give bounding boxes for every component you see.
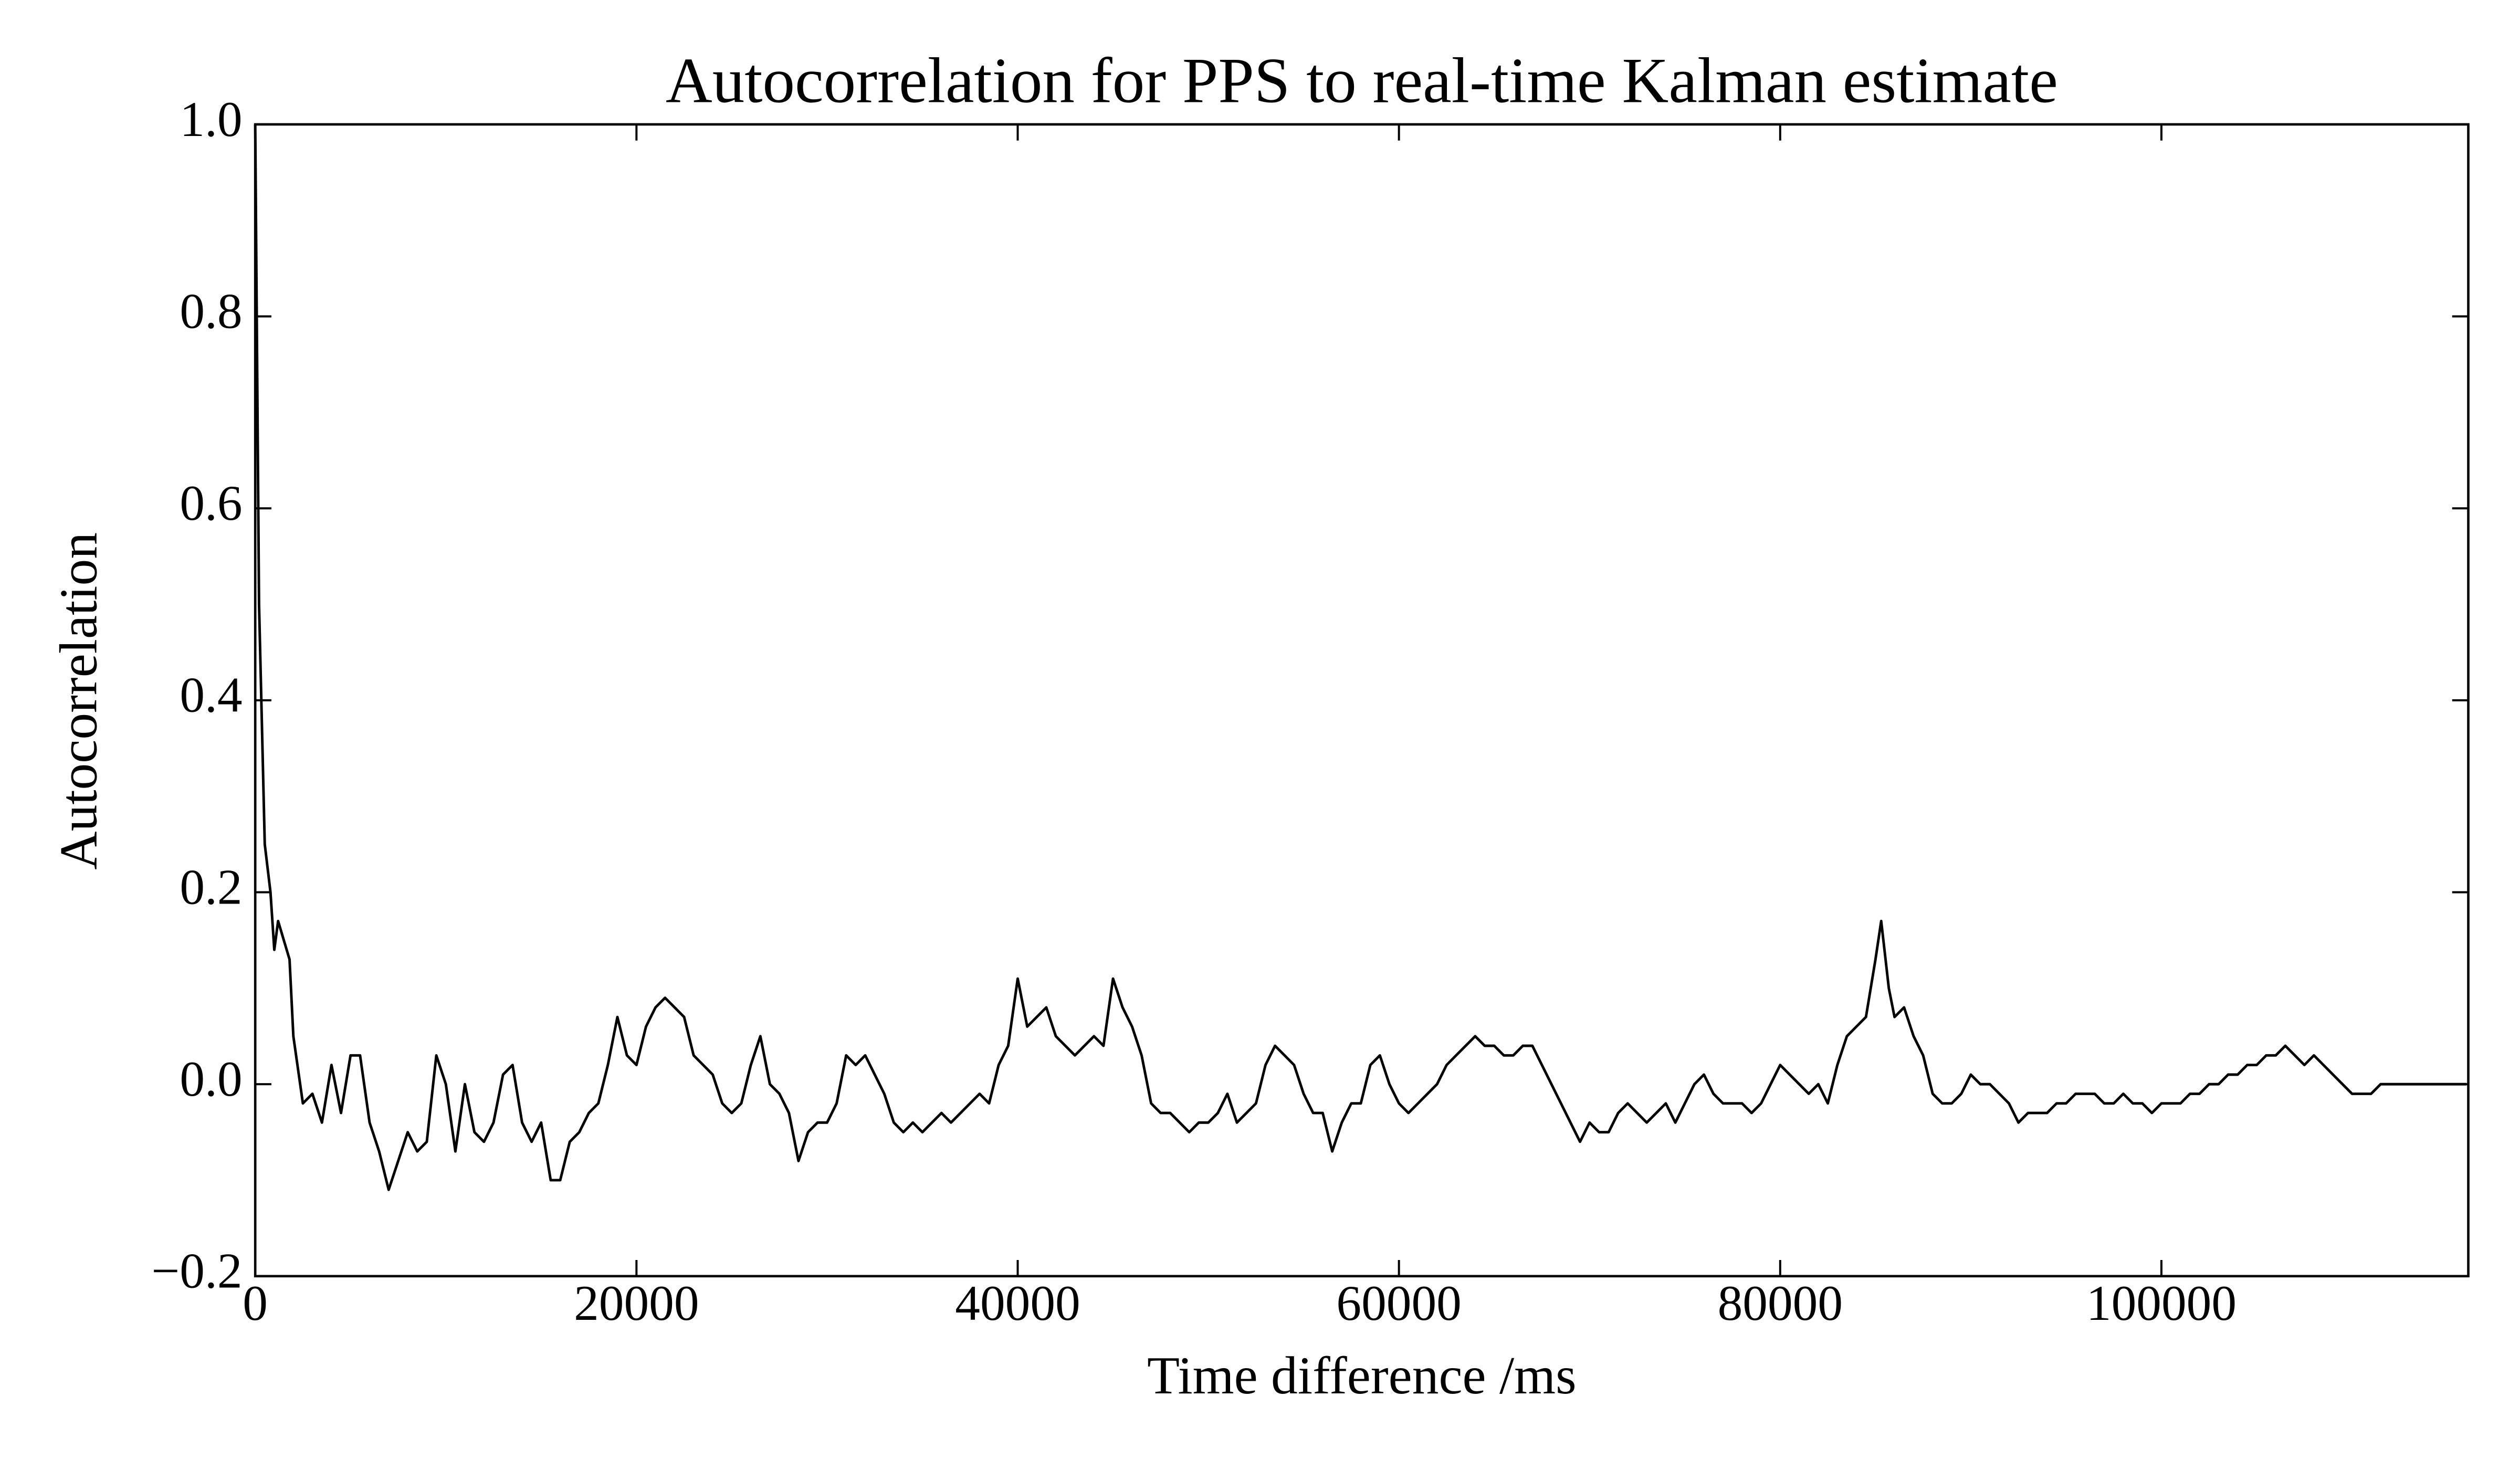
- x-tick-label: 100000: [2086, 1275, 2236, 1331]
- x-tick-label: 40000: [955, 1275, 1080, 1331]
- y-tick-label: −0.2: [152, 1243, 243, 1299]
- x-tick-label: 0: [243, 1275, 268, 1331]
- y-axis-label: Autocorrelation: [49, 532, 108, 870]
- x-axis-label: Time difference /ms: [1147, 1346, 1577, 1405]
- chart-title: Autocorrelation for PPS to real-time Kal…: [666, 44, 2058, 116]
- y-tick-label: 1.0: [180, 91, 242, 147]
- data-line: [254, 124, 2466, 1191]
- y-tick-label: 0.4: [180, 667, 242, 723]
- x-tick-label: 80000: [1718, 1275, 1843, 1331]
- plot-frame: [254, 123, 2470, 1278]
- y-tick-label: 0.0: [180, 1051, 242, 1107]
- y-tick-label: 0.8: [180, 283, 242, 339]
- x-tick-label: 20000: [574, 1275, 699, 1331]
- y-tick-label: 0.2: [180, 859, 242, 915]
- y-tick-label: 0.6: [180, 475, 242, 531]
- x-tick-label: 60000: [1336, 1275, 1461, 1331]
